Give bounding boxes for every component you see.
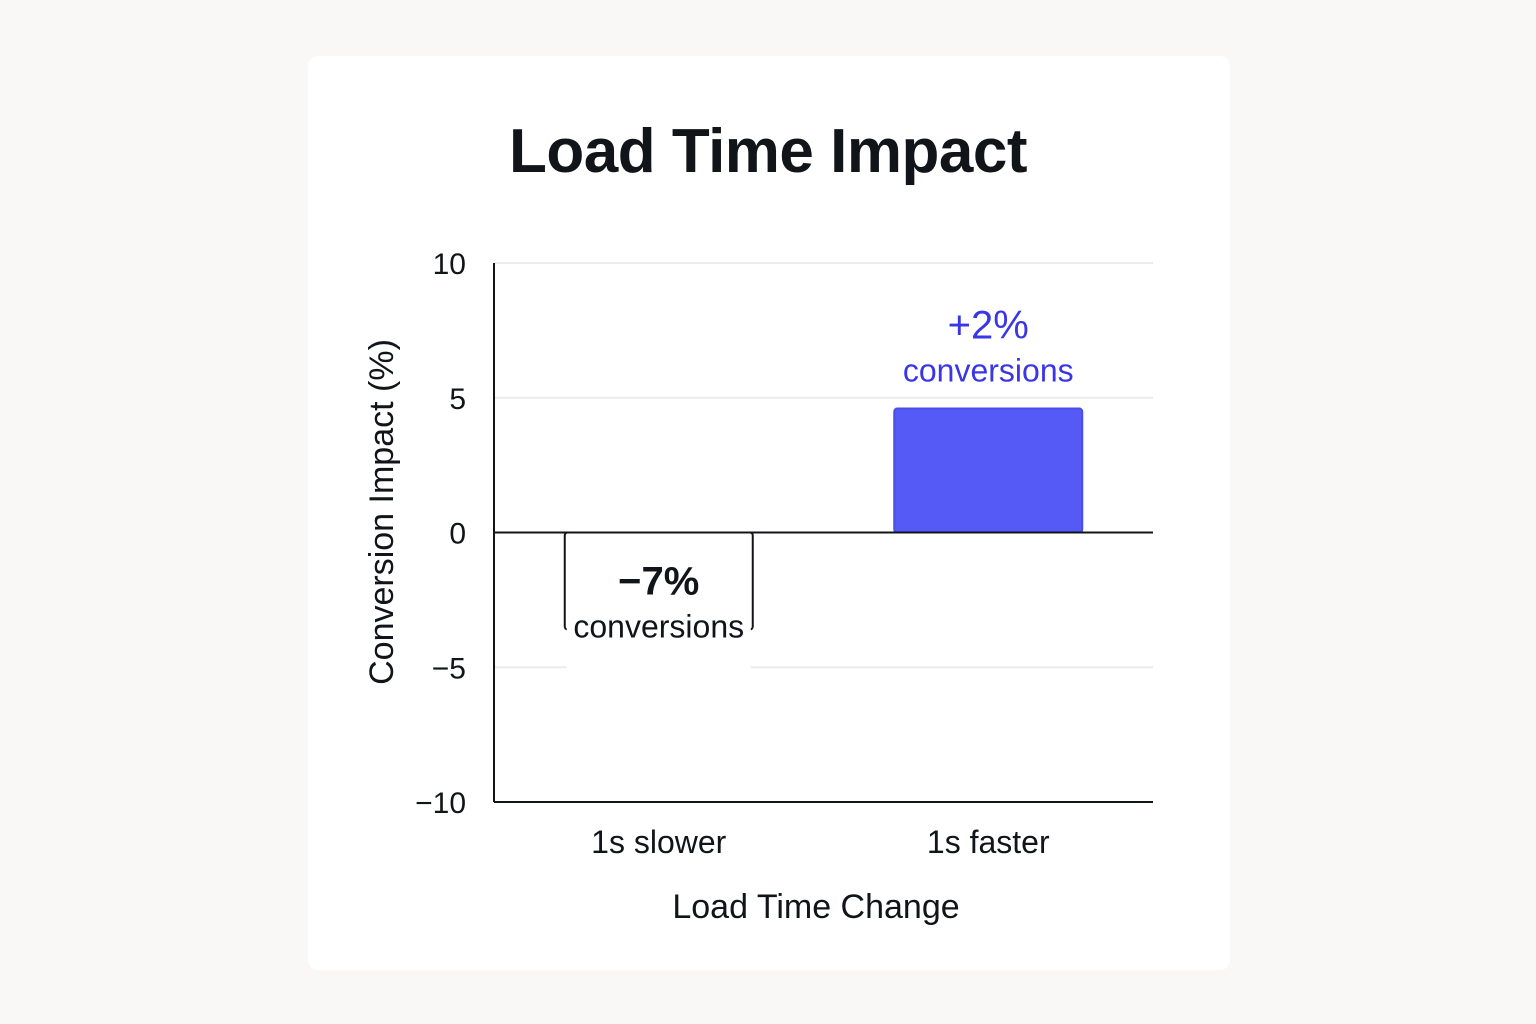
y-tick-label: 0 [449, 518, 466, 551]
y-tick-label: 10 [433, 248, 466, 281]
annotation-backing [566, 558, 751, 679]
bar-value-label: +2% [948, 304, 1029, 348]
bar-1s-faster [893, 407, 1084, 534]
axes [493, 263, 1153, 803]
bar-annotation-text: conversions [573, 609, 744, 645]
x-tick-label: 1s slower [591, 824, 727, 860]
y-tick-label: −10 [415, 787, 466, 820]
x-tick-label: 1s faster [927, 824, 1050, 860]
x-tick-labels: 1s slower 1s faster [591, 824, 1050, 860]
y-axis-label: Conversion Impact (%) [363, 339, 401, 685]
bar-annotation-text: conversions [903, 353, 1074, 389]
x-axis-label: Load Time Change [672, 888, 959, 926]
y-tick-labels: 10 5 0 −5 −10 [415, 248, 466, 820]
y-tick-label: −5 [432, 652, 466, 685]
bar-annotations: −7% conversions +2% conversions [566, 304, 1074, 679]
bar-value-label: −7% [618, 560, 699, 604]
chart-title: Load Time Impact [509, 117, 1027, 186]
y-tick-label: 5 [449, 383, 466, 416]
